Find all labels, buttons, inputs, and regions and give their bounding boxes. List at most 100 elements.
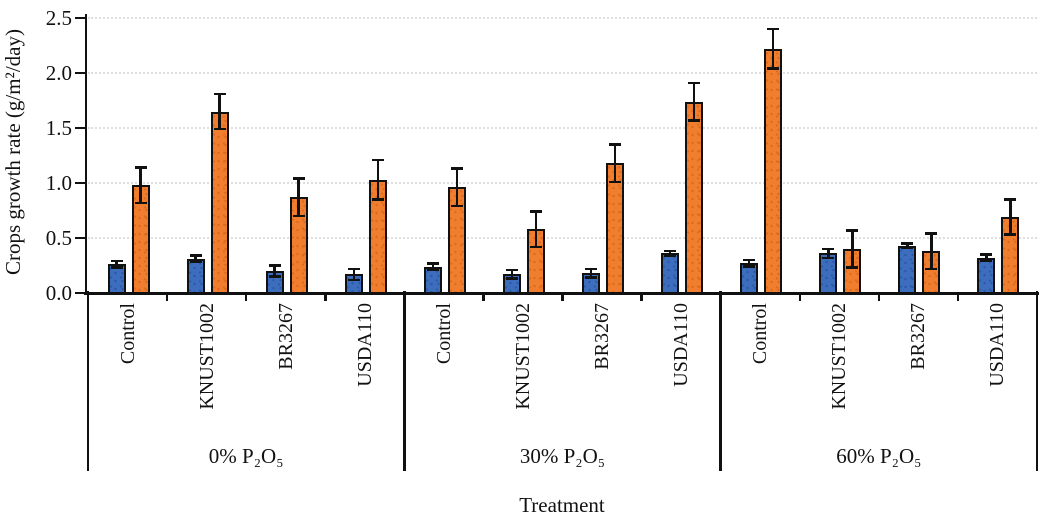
error-bar-cap <box>505 268 518 272</box>
x-axis-title: Treatment <box>519 493 605 517</box>
error-bar-cap <box>925 232 938 235</box>
x-category-label: Control <box>749 303 772 365</box>
group-separator <box>719 291 722 471</box>
bar-blue-series <box>423 266 442 295</box>
error-bar-cap <box>822 247 835 251</box>
error-bar-cap <box>189 254 202 257</box>
x-axis-line <box>84 291 1039 295</box>
bar-blue-series <box>582 273 601 295</box>
error-bar-line <box>352 268 356 280</box>
error-bar-cap <box>529 210 542 213</box>
error-bar-cap <box>901 246 914 250</box>
x-category-label: USDA110 <box>986 303 1009 387</box>
y-tick-label: 1.5 <box>45 116 72 140</box>
y-axis-tick <box>75 16 86 20</box>
x-category-label: Control <box>116 303 139 365</box>
error-bar-line <box>431 263 435 270</box>
error-bar-line <box>985 254 988 262</box>
error-bar-cap <box>110 266 123 269</box>
error-bar-cap <box>450 204 463 208</box>
error-bar-cap <box>110 259 123 263</box>
error-bar-cap <box>529 245 542 249</box>
error-bar-cap <box>925 267 938 271</box>
y-axis-tick <box>75 181 86 185</box>
error-bar-line <box>139 167 142 203</box>
bar-orange-series <box>131 185 150 295</box>
error-bar-line <box>1009 199 1012 235</box>
error-bar-cap <box>292 177 305 180</box>
error-bar-line <box>534 211 538 247</box>
gridline <box>88 182 1037 184</box>
bar-orange-series <box>210 111 229 295</box>
error-bar-line <box>771 29 775 69</box>
x-category-tick <box>244 293 248 301</box>
error-bar-line <box>668 251 672 256</box>
x-category-label: BR3267 <box>591 303 614 370</box>
error-bar-cap <box>347 267 360 271</box>
error-bar-cap <box>767 67 780 70</box>
x-category-tick <box>324 293 327 301</box>
group-separator <box>403 291 406 471</box>
bar-blue-series <box>107 264 126 295</box>
error-bar-cap <box>426 262 439 265</box>
y-axis-line <box>84 14 87 293</box>
bar-blue-series <box>977 257 996 295</box>
error-bar-cap <box>213 92 226 96</box>
y-axis-tick <box>75 291 86 295</box>
error-bar-cap <box>688 81 701 85</box>
error-bar-cap <box>609 180 622 184</box>
error-bar-line <box>613 144 617 182</box>
error-bar-line <box>455 168 459 207</box>
bar-orange-series <box>764 48 783 295</box>
y-axis-tick <box>75 126 86 130</box>
error-bar-cap <box>980 253 993 256</box>
group-separator <box>86 291 90 471</box>
x-category-label: BR3267 <box>907 303 930 370</box>
bar-orange-series <box>1001 217 1020 295</box>
bar-blue-series <box>740 263 759 295</box>
error-bar-line <box>297 178 300 216</box>
error-bar-line <box>510 269 514 279</box>
x-category-label: USDA110 <box>670 303 693 387</box>
error-bar-cap <box>268 264 281 267</box>
error-bar-line <box>194 255 197 263</box>
gridline <box>88 17 1037 19</box>
error-bar-cap <box>980 259 993 263</box>
error-bar-cap <box>585 267 598 271</box>
group-separator <box>1035 291 1039 471</box>
group-label: 30% P₂O₅ <box>519 444 606 468</box>
x-category-tick <box>640 293 643 301</box>
error-bar-cap <box>450 167 463 170</box>
gridline <box>88 72 1037 74</box>
gridline <box>88 127 1037 129</box>
error-bar-cap <box>585 276 598 279</box>
error-bar-cap <box>268 275 281 278</box>
y-tick-label: 0.0 <box>45 281 72 305</box>
error-bar-cap <box>134 166 147 169</box>
error-bar-cap <box>426 268 439 272</box>
error-bar-line <box>747 260 751 267</box>
error-bar-cap <box>134 201 147 205</box>
error-bar-cap <box>213 127 226 131</box>
bar-blue-series <box>186 258 205 295</box>
x-category-label: Control <box>432 303 455 365</box>
bar-orange-series <box>685 101 704 295</box>
error-bar-cap <box>664 254 677 257</box>
error-bar-cap <box>901 242 914 245</box>
x-category-label: BR3267 <box>274 303 297 370</box>
error-bar-cap <box>846 266 859 269</box>
gridline <box>88 237 1037 239</box>
error-bar-cap <box>743 258 756 262</box>
x-category-tick <box>798 293 801 301</box>
y-axis-tick <box>75 236 86 240</box>
x-category-label: KNUST1002 <box>828 303 851 410</box>
x-category-tick <box>165 293 169 301</box>
error-bar-line <box>930 233 933 269</box>
error-bar-line <box>376 159 380 200</box>
x-category-tick <box>877 293 881 301</box>
error-bar-cap <box>822 256 835 260</box>
error-bar-line <box>115 261 118 268</box>
error-bar-cap <box>846 229 859 232</box>
y-tick-label: 0.5 <box>45 226 72 250</box>
